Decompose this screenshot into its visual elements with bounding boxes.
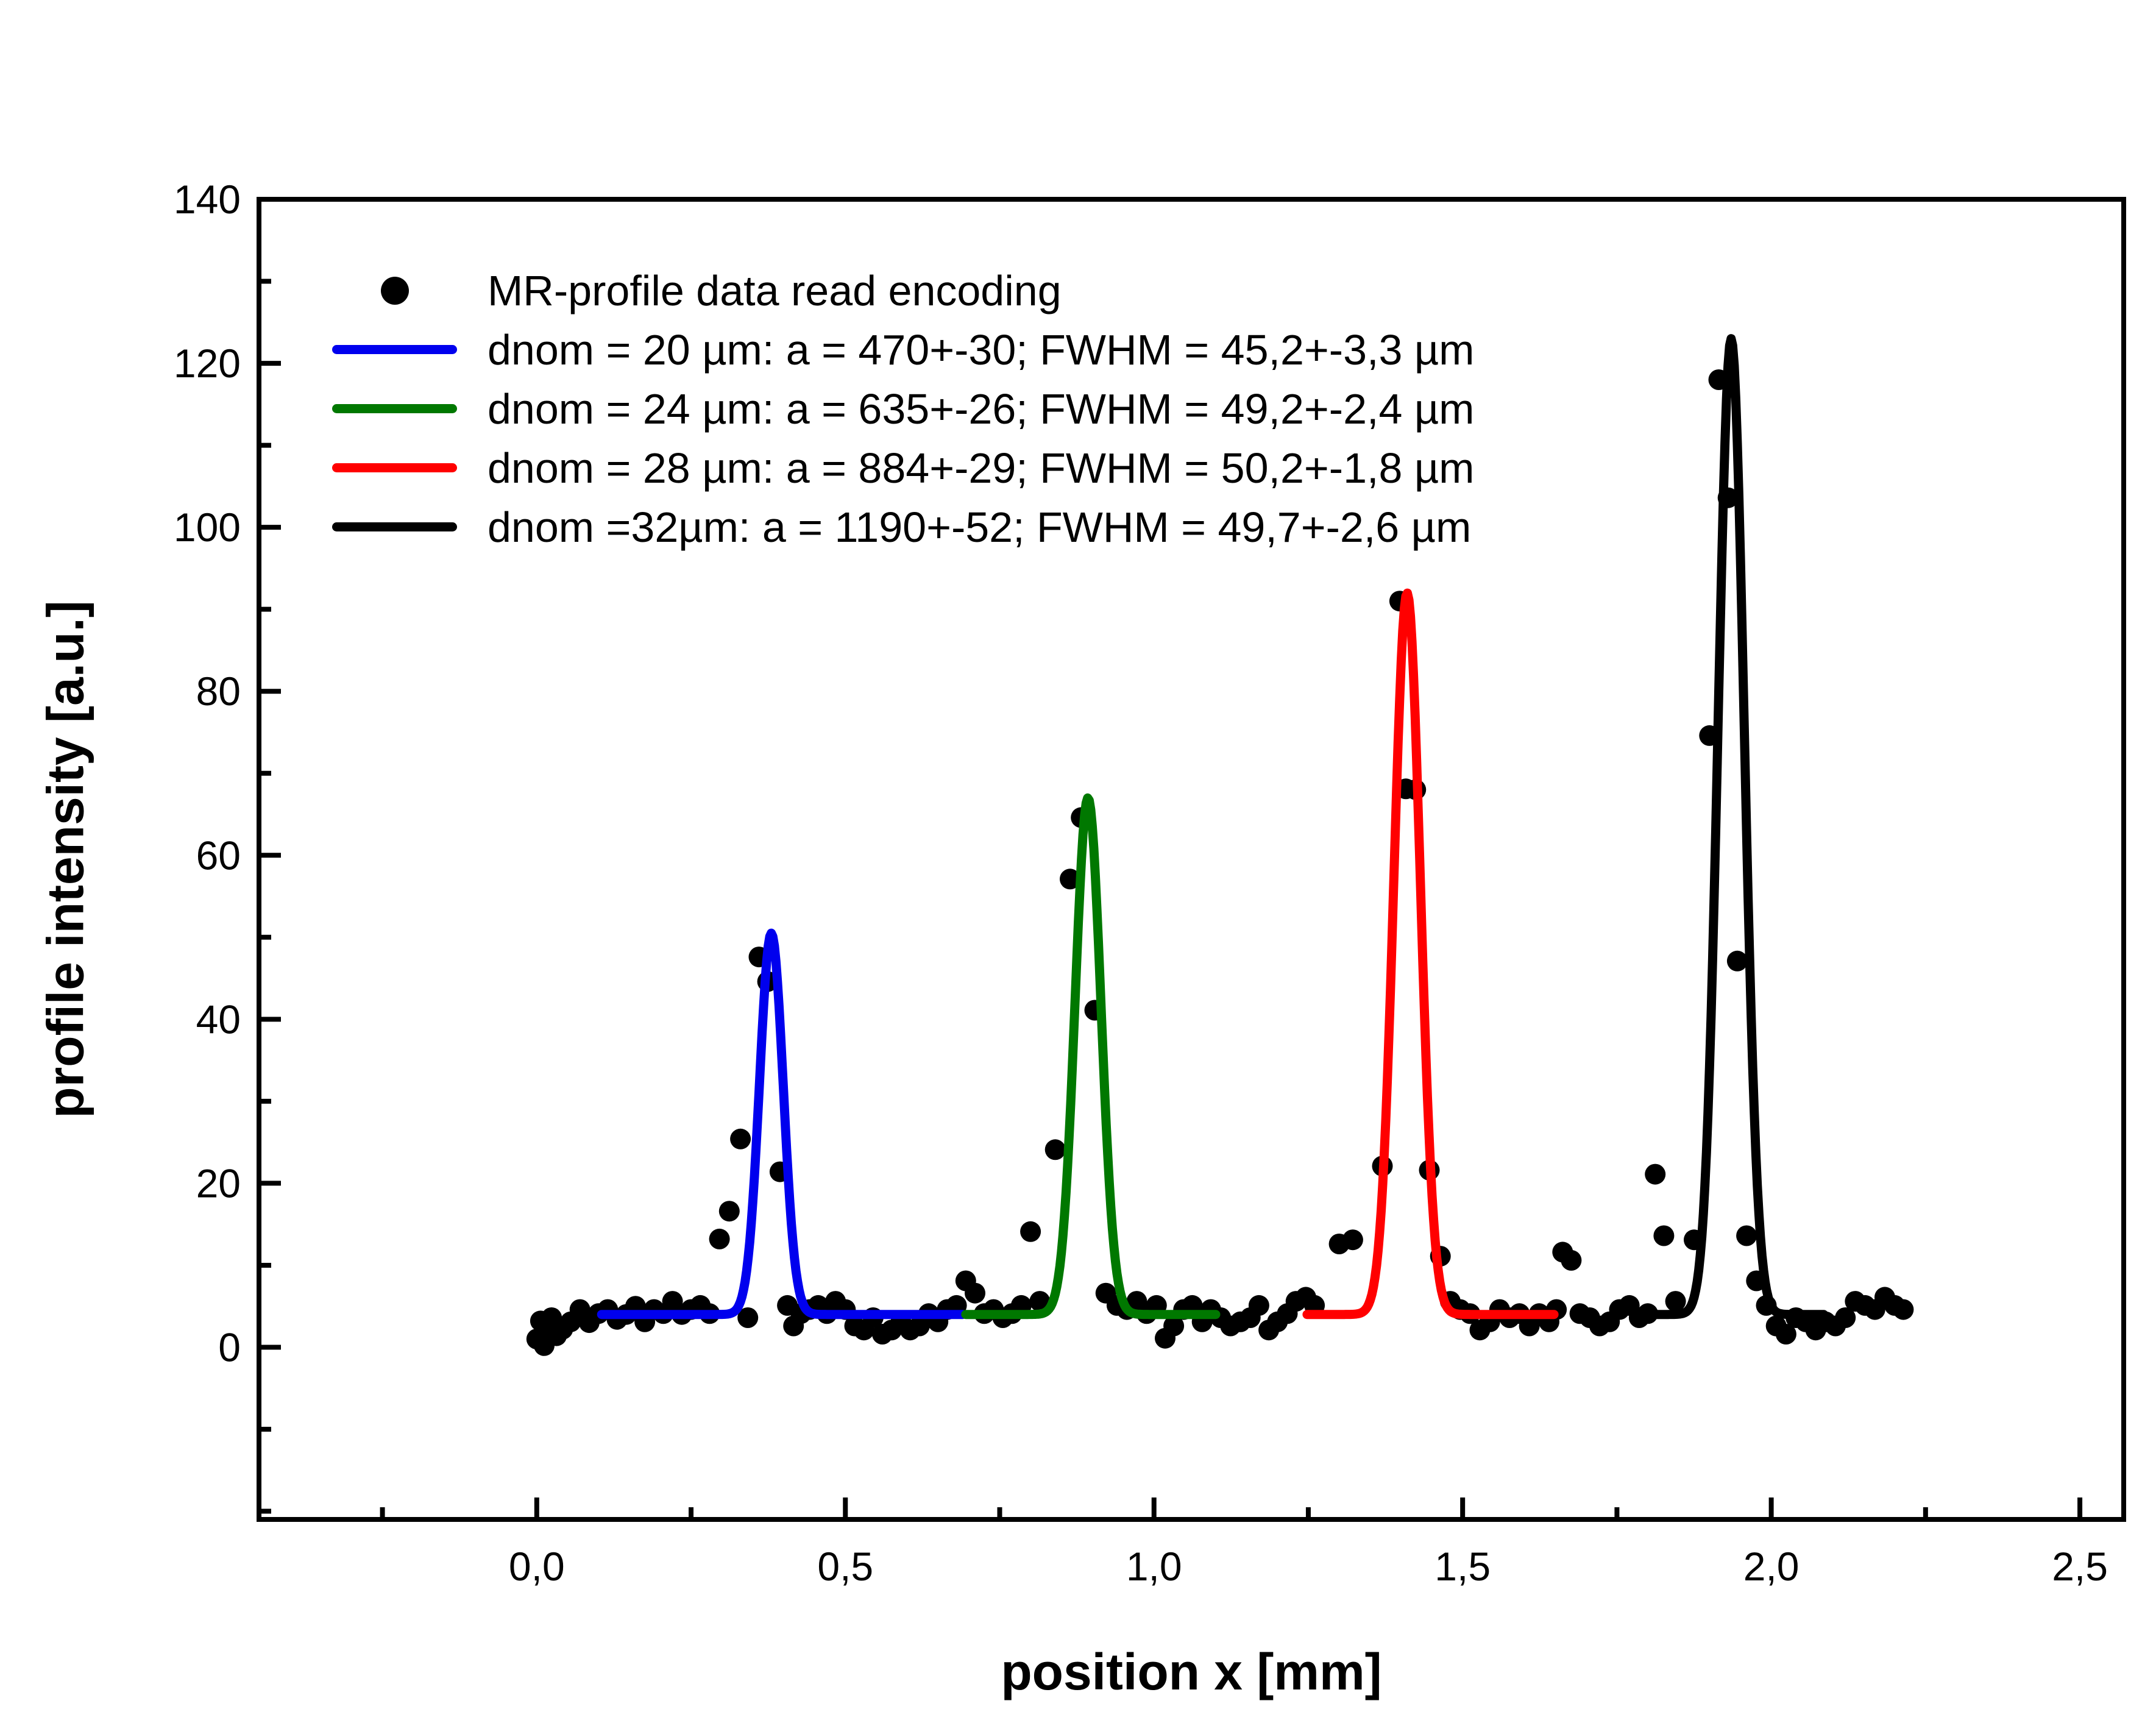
x-tick-label: 2,0 (1743, 1544, 1800, 1589)
y-tick-label: 60 (196, 833, 241, 878)
fit-curve-dnom-20um (597, 928, 968, 1320)
legend-line-icon (332, 404, 457, 413)
x-axis-label: position x [mm] (1001, 1643, 1382, 1700)
fit-curve-dnom-28um (1302, 588, 1559, 1320)
legend-label: dnom = 24 µm: a = 635+-26; FWHM = 49,2+-… (488, 385, 1475, 433)
data-point (1163, 1315, 1185, 1337)
scatter-marker-icon (380, 276, 409, 305)
y-tick-label: 0 (218, 1324, 241, 1370)
data-point (1893, 1299, 1914, 1320)
legend-item-2: dnom = 24 µm: a = 635+-26; FWHM = 49,2+-… (332, 379, 1474, 438)
data-point (1665, 1291, 1686, 1312)
fit-line-swatch-icon (332, 522, 457, 531)
data-point (1020, 1221, 1041, 1242)
legend-label: dnom = 20 µm: a = 470+-30; FWHM = 45,2+-… (488, 325, 1475, 374)
fit-curves (597, 334, 1829, 1320)
data-point (1561, 1249, 1582, 1271)
data-point (730, 1128, 751, 1149)
legend-label: MR-profile data read encoding (488, 266, 1062, 314)
data-point (1645, 1163, 1666, 1185)
legend-dot-icon (332, 276, 457, 305)
fit-line-swatch-icon (332, 404, 457, 413)
data-point (1029, 1291, 1051, 1312)
fit-line-swatch-icon (332, 463, 457, 472)
y-axis-label: profile intensity [a.u.] (37, 600, 94, 1118)
x-tick-label: 2,5 (2052, 1544, 2108, 1589)
data-point (1060, 869, 1080, 890)
x-tick-label: 1,5 (1434, 1544, 1491, 1589)
data-point (718, 1201, 740, 1222)
legend-line-icon (332, 463, 457, 472)
data-point (1044, 1139, 1066, 1160)
fit-curve-dnom-32um (1643, 334, 1829, 1320)
data-point (965, 1282, 985, 1304)
y-tick-label: 120 (174, 341, 241, 386)
x-tick-label: 0,5 (817, 1544, 873, 1589)
legend-label: dnom =32µm: a = 1190+-52; FWHM = 49,7+-2… (488, 503, 1472, 551)
data-point (737, 1307, 759, 1328)
data-point (709, 1228, 730, 1249)
data-point (1653, 1225, 1675, 1246)
y-tick-label: 140 (174, 177, 241, 222)
y-tick-label: 20 (196, 1160, 241, 1206)
legend-item-3: dnom = 28 µm: a = 884+-29; FWHM = 50,2+-… (332, 438, 1474, 497)
data-point (1835, 1307, 1856, 1328)
tick-labels: 0,0 0,5 1,0 1,5 2,0 2,5 0 20 40 60 80 100 120 140 (174, 177, 2108, 1589)
y-tick-label: 40 (196, 996, 241, 1042)
legend: MR-profile data read encoding dnom = 20 µ… (332, 261, 1474, 556)
x-tick-label: 1,0 (1126, 1544, 1182, 1589)
data-point (1342, 1229, 1363, 1251)
data-point (1248, 1295, 1269, 1316)
fit-curve-dnom-24um (961, 793, 1221, 1320)
data-point (1775, 1324, 1796, 1345)
legend-item-0: MR-profile data read encoding (332, 261, 1474, 320)
legend-line-icon (332, 345, 457, 354)
plot-frame (257, 197, 2126, 1522)
legend-item-4: dnom =32µm: a = 1190+-52; FWHM = 49,7+-2… (332, 497, 1474, 556)
y-tick-label: 100 (174, 505, 241, 550)
legend-line-icon (332, 522, 457, 531)
fit-line-swatch-icon (332, 345, 457, 354)
x-tick-label: 0,0 (509, 1544, 565, 1589)
data-point (1726, 950, 1748, 972)
y-tick-label: 80 (196, 669, 241, 714)
legend-item-1: dnom = 20 µm: a = 470+-30; FWHM = 45,2+-… (332, 320, 1474, 379)
legend-label: dnom = 28 µm: a = 884+-29; FWHM = 50,2+-… (488, 444, 1475, 492)
data-point (1736, 1225, 1757, 1246)
